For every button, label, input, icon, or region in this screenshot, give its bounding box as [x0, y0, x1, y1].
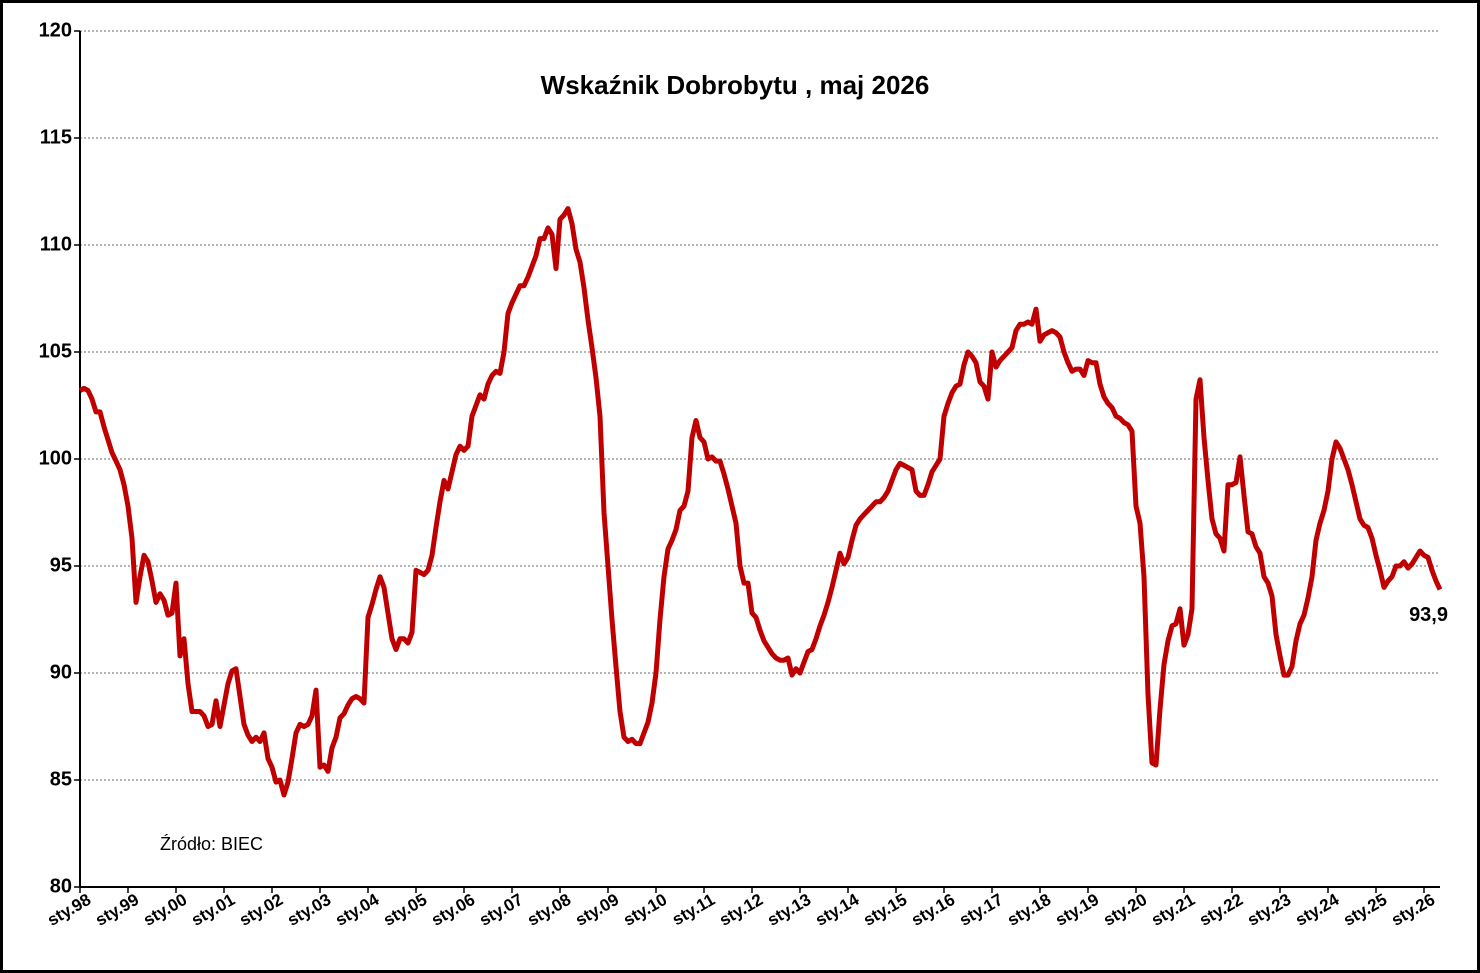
y-tick-label: 85: [50, 768, 72, 790]
source-note: Źródło: BIEC: [160, 834, 263, 854]
y-tick-label: 110: [40, 233, 72, 255]
chart-background: [3, 3, 1477, 970]
y-tick-label: 115: [40, 126, 72, 148]
y-tick-label: 90: [50, 661, 72, 683]
y-tick-label: 100: [39, 447, 72, 469]
y-tick-label: 80: [50, 875, 72, 897]
y-tick-label: 95: [50, 554, 72, 576]
y-tick-label: 120: [39, 19, 72, 41]
data-label: 93,9: [1409, 604, 1448, 626]
chart-title: Wskaźnik Dobrobytu , maj 2026: [541, 70, 930, 100]
data-line: [78, 206, 1443, 798]
y-tick-label: 105: [39, 340, 72, 362]
